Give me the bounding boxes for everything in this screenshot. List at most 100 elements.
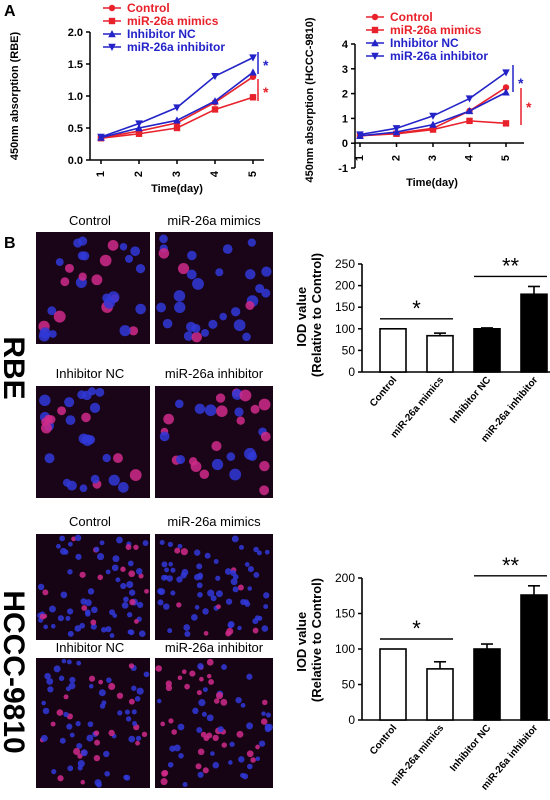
cell-nucleus — [168, 561, 174, 567]
bar-chart-rbe: IOD value (Relative to Control) 0 50 100 15… — [294, 253, 550, 445]
cell-nucleus — [105, 626, 112, 633]
cell-nucleus — [204, 404, 217, 417]
cell-nucleus — [264, 549, 270, 555]
cell-nucleus — [178, 753, 184, 759]
cell-nucleus — [170, 590, 176, 596]
y-axis-label: IOD value (Relative to Control) — [294, 578, 324, 702]
cell-nucleus — [196, 582, 203, 589]
cell-nucleus — [78, 433, 89, 444]
cell-nucleus — [225, 598, 233, 605]
cell-nucleus — [115, 577, 121, 583]
cell-nucleus — [120, 566, 126, 572]
category-label: Inhibitor NC — [448, 375, 493, 426]
cell-nucleus — [237, 584, 244, 591]
cell-nucleus — [197, 591, 203, 598]
cell-nucleus — [238, 756, 245, 763]
cell-nucleus — [88, 675, 96, 682]
cell-nucleus — [195, 763, 202, 770]
legend-label: miR-26a inhibitor — [390, 49, 488, 63]
x-axis-label: Time(day) — [406, 177, 458, 189]
y-tick-label: 250 — [335, 257, 355, 271]
cell-nucleus — [202, 687, 208, 693]
cell-nucleus — [246, 750, 254, 758]
cell-nucleus — [106, 677, 112, 683]
cell-nucleus — [159, 431, 170, 442]
cell-nucleus — [224, 568, 232, 575]
cell-nucleus — [194, 403, 206, 415]
y-tick-label: 100 — [335, 322, 355, 336]
cell-nucleus — [40, 734, 48, 742]
cell-nucleus — [215, 590, 223, 598]
image-label: Control — [69, 514, 111, 529]
y-tick-label: 1.0 — [68, 91, 83, 103]
cell-nucleus — [261, 711, 266, 716]
cell-nucleus — [261, 625, 269, 632]
cell-nucleus — [129, 598, 136, 606]
cell-nucleus — [157, 588, 164, 595]
cell-nucleus — [174, 547, 181, 554]
cell-nucleus — [65, 615, 71, 621]
bar — [473, 648, 501, 721]
data-point — [465, 106, 474, 115]
cell-nucleus — [94, 739, 100, 746]
cell-nucleus — [265, 712, 271, 718]
cell-nucleus — [261, 288, 271, 298]
cell-nucleus — [104, 770, 110, 777]
cell-nucleus — [253, 546, 259, 553]
cell-nucleus — [222, 244, 233, 254]
cell-nucleus — [176, 576, 183, 583]
bar-chart-hccc: IOD value (Relative to Control) 0 50 100 15… — [294, 553, 550, 793]
cell-nucleus — [177, 543, 183, 549]
cell-nucleus — [78, 272, 87, 281]
cell-nucleus — [240, 702, 246, 708]
cell-nucleus — [109, 633, 115, 638]
data-point — [429, 112, 437, 120]
data-point — [249, 68, 257, 76]
cell-nucleus — [127, 560, 134, 567]
cell-nucleus — [39, 394, 51, 407]
cell-nucleus — [124, 709, 130, 715]
cell-nucleus — [103, 297, 115, 309]
cell-nucleus — [131, 709, 137, 715]
cell-nucleus — [51, 623, 56, 629]
cell-nucleus — [170, 567, 176, 573]
cell-nucleus — [63, 694, 69, 700]
data-point — [249, 94, 257, 101]
cell-nucleus — [264, 723, 271, 730]
cell-nucleus — [176, 602, 182, 608]
cell-nucleus — [128, 589, 136, 596]
cell-nucleus — [142, 540, 149, 547]
cell-nucleus — [79, 622, 86, 629]
cell-nucleus — [165, 680, 172, 687]
cell-nucleus — [173, 744, 181, 752]
cell-nucleus — [44, 453, 55, 464]
cell-nucleus — [46, 677, 54, 685]
cell-nucleus — [46, 415, 56, 424]
cell-nucleus — [182, 782, 188, 788]
cell-nucleus — [245, 269, 256, 280]
bar — [473, 327, 501, 373]
x-tick-label: 2 — [391, 155, 403, 161]
cell-nucleus — [208, 319, 218, 329]
cell-nucleus — [220, 698, 228, 706]
cell-nucleus — [113, 453, 123, 464]
cell-nucleus — [84, 599, 92, 607]
cell-nucleus — [229, 468, 242, 481]
cell-nucleus — [215, 691, 224, 700]
cell-nucleus — [242, 332, 251, 342]
cell-nucleus — [196, 690, 202, 696]
cell-nucleus — [120, 582, 127, 590]
cell-nucleus — [215, 268, 224, 277]
cell-nucleus — [163, 575, 169, 580]
cell-nucleus — [49, 605, 56, 613]
cell-nucleus — [62, 478, 71, 487]
cell-nucleus — [219, 312, 228, 321]
legend-label: miR-26a mimics — [127, 14, 219, 28]
cell-nucleus — [57, 406, 67, 416]
cell-nucleus — [91, 274, 103, 286]
cell-nucleus — [256, 550, 262, 556]
cell-nucleus — [162, 318, 173, 329]
cell-nucleus — [175, 399, 184, 409]
cell-nucleus — [187, 250, 197, 261]
